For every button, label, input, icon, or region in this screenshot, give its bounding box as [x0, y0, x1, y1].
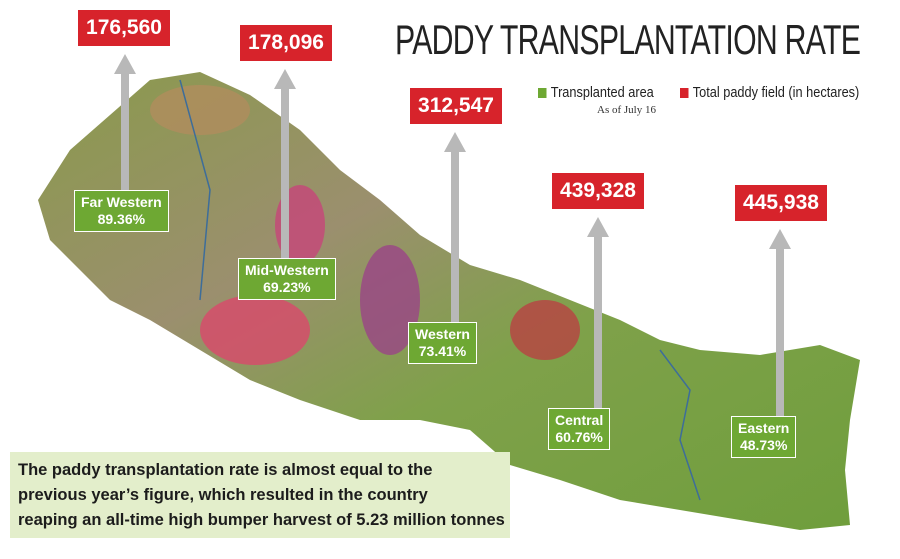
region-rate: 48.73% [739, 437, 788, 453]
region-name: Western [415, 326, 470, 342]
photo-figure [510, 300, 580, 360]
caption: The paddy transplantation rate is almost… [10, 452, 510, 538]
region-name: Mid-Western [245, 262, 329, 278]
region-border [179, 79, 211, 301]
region-rate: 89.36% [97, 211, 146, 227]
region-box: Western 73.41% [408, 322, 477, 364]
arrow [444, 132, 466, 322]
total-label: 445,938 [735, 185, 827, 221]
region-border [659, 349, 701, 501]
region-box: Eastern 48.73% [731, 416, 797, 458]
legend-label: Transplanted area [550, 84, 654, 101]
photo-figure [360, 245, 420, 355]
legend-item: Total paddy field (in hectares) [680, 84, 859, 101]
total-label: 176,560 [78, 10, 170, 46]
legend-label: Total paddy field (in hectares) [692, 84, 860, 101]
region-rate: 69.23% [263, 279, 311, 295]
region-box: Central 60.76% [548, 408, 611, 450]
legend-note: As of July 16 [597, 104, 656, 116]
legend-swatch [680, 88, 689, 99]
region-box: Far Western 89.36% [74, 190, 169, 232]
region-rate: 73.41% [418, 343, 467, 359]
title: PADDY TRANSPLANTATION RATE [395, 16, 861, 63]
caption-line: reaping an all-time high bumper harvest … [18, 511, 505, 529]
region-name: Central [555, 412, 604, 428]
nepal-map [38, 72, 860, 530]
arrow [114, 54, 136, 190]
caption-line: previous year’s figure, which resulted i… [18, 486, 428, 504]
region-rate: 60.76% [555, 429, 603, 445]
total-label: 439,328 [552, 173, 644, 209]
arrow [587, 217, 609, 408]
total-label: 312,547 [410, 88, 502, 124]
region-box: Mid-Western 69.23% [238, 258, 336, 300]
arrows [114, 54, 791, 416]
region-name: Far Western [81, 194, 162, 210]
photo-hill [150, 85, 250, 135]
arrow [274, 69, 296, 258]
total-label: 178,096 [240, 25, 332, 61]
region-name: Eastern [738, 420, 790, 436]
legend-swatch [538, 88, 547, 99]
legend-item: Transplanted area [538, 84, 654, 101]
arrow [769, 229, 791, 416]
caption-line: The paddy transplantation rate is almost… [18, 461, 433, 479]
photo-figure [200, 295, 310, 365]
